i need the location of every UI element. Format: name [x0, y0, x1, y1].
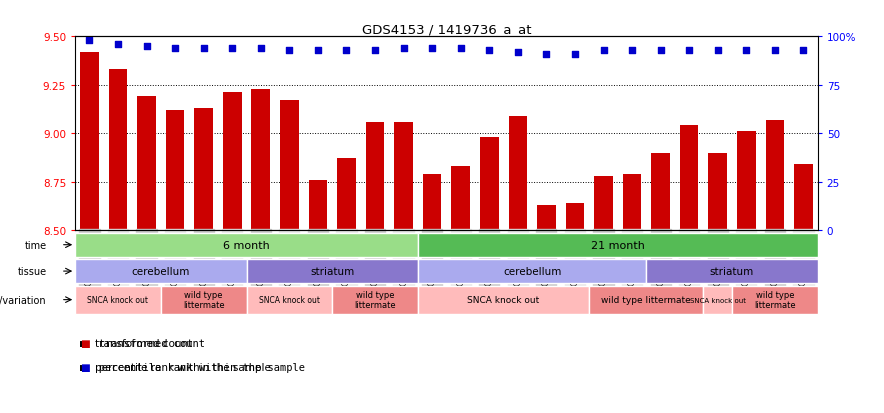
- Text: percentile rank within the sample: percentile rank within the sample: [95, 363, 271, 373]
- Point: [225, 45, 240, 52]
- Point: [511, 49, 525, 56]
- Text: SNCA knock out: SNCA knock out: [88, 295, 149, 304]
- Bar: [646, 260, 818, 283]
- Bar: [337, 159, 355, 230]
- Text: ■: ■: [80, 338, 89, 348]
- Text: ■  percentile rank within the sample: ■ percentile rank within the sample: [80, 363, 305, 373]
- Point: [110, 42, 125, 48]
- Bar: [394, 122, 413, 230]
- Point: [453, 45, 468, 52]
- Point: [282, 47, 296, 54]
- Point: [311, 47, 325, 54]
- Point: [597, 47, 611, 54]
- Point: [739, 47, 753, 54]
- Text: striatum: striatum: [310, 266, 354, 276]
- Text: SNCA knock out: SNCA knock out: [259, 295, 320, 304]
- Title: GDS4153 / 1419736_a_at: GDS4153 / 1419736_a_at: [362, 23, 531, 36]
- Point: [140, 43, 154, 50]
- Point: [482, 47, 496, 54]
- Point: [168, 45, 182, 52]
- Bar: [418, 286, 590, 314]
- Point: [539, 51, 553, 58]
- Point: [254, 45, 268, 52]
- Text: ■  transformed count: ■ transformed count: [80, 338, 204, 348]
- Bar: [508, 116, 527, 230]
- Bar: [794, 165, 812, 230]
- Bar: [480, 138, 499, 230]
- Bar: [80, 52, 99, 230]
- Bar: [594, 176, 613, 230]
- Point: [425, 45, 439, 52]
- Bar: [247, 286, 332, 314]
- Text: cerebellum: cerebellum: [503, 266, 561, 276]
- Point: [339, 47, 354, 54]
- Text: wild type
littermate: wild type littermate: [354, 290, 396, 310]
- Bar: [537, 205, 556, 230]
- Bar: [161, 286, 247, 314]
- Bar: [423, 175, 441, 230]
- Bar: [252, 89, 271, 230]
- Text: SNCA knock out: SNCA knock out: [690, 297, 746, 303]
- Bar: [280, 101, 299, 230]
- Bar: [366, 122, 385, 230]
- Bar: [75, 286, 161, 314]
- Point: [368, 47, 382, 54]
- Point: [196, 45, 210, 52]
- Text: cerebellum: cerebellum: [132, 266, 190, 276]
- Text: tissue: tissue: [18, 266, 47, 276]
- Bar: [194, 109, 213, 230]
- Bar: [247, 260, 418, 283]
- Text: transformed count: transformed count: [95, 338, 193, 348]
- Bar: [652, 153, 670, 230]
- Bar: [704, 286, 732, 314]
- Text: wild type littermate: wild type littermate: [601, 295, 691, 304]
- Bar: [332, 286, 418, 314]
- Text: striatum: striatum: [710, 266, 754, 276]
- Text: genotype/variation: genotype/variation: [0, 295, 47, 305]
- Point: [82, 38, 96, 44]
- Point: [397, 45, 411, 52]
- Text: wild type
littermate: wild type littermate: [183, 290, 225, 310]
- Bar: [452, 167, 470, 230]
- Bar: [566, 204, 584, 230]
- Point: [711, 47, 725, 54]
- Point: [653, 47, 667, 54]
- Point: [796, 47, 811, 54]
- Point: [625, 47, 639, 54]
- Text: 6 month: 6 month: [223, 240, 270, 250]
- Text: SNCA knock out: SNCA knock out: [468, 295, 539, 304]
- Bar: [708, 153, 727, 230]
- Bar: [418, 260, 646, 283]
- Bar: [75, 260, 247, 283]
- Bar: [590, 286, 704, 314]
- Bar: [766, 120, 784, 230]
- Point: [568, 51, 582, 58]
- Text: time: time: [25, 240, 47, 250]
- Bar: [75, 233, 418, 257]
- Bar: [137, 97, 156, 230]
- Bar: [680, 126, 698, 230]
- Point: [682, 47, 697, 54]
- Text: 21 month: 21 month: [591, 240, 644, 250]
- Bar: [223, 93, 241, 230]
- Bar: [166, 111, 185, 230]
- Text: ■: ■: [80, 363, 89, 373]
- Point: [768, 47, 782, 54]
- Bar: [418, 233, 818, 257]
- Bar: [732, 286, 818, 314]
- Bar: [109, 70, 127, 230]
- Bar: [623, 175, 642, 230]
- Bar: [309, 180, 327, 230]
- Text: wild type
littermate: wild type littermate: [754, 290, 796, 310]
- Bar: [737, 132, 756, 230]
